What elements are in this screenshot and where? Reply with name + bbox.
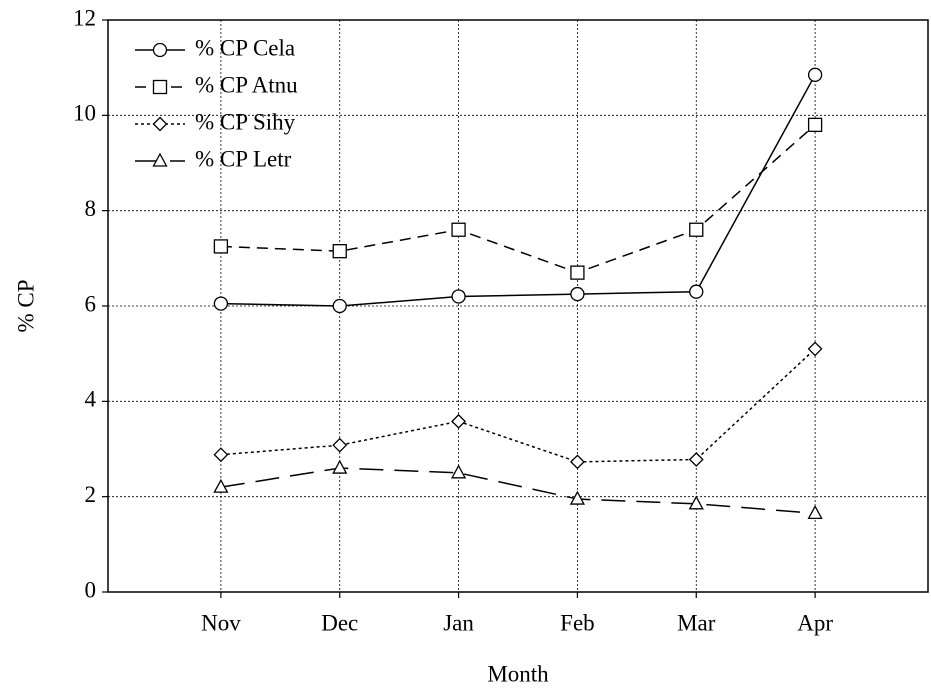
marker <box>213 478 229 493</box>
legend-marker <box>152 152 168 167</box>
x-tick-label: Mar <box>677 610 716 635</box>
y-tick-label: 8 <box>85 196 97 221</box>
y-tick-label: 10 <box>73 101 96 126</box>
marker <box>451 413 466 429</box>
marker <box>807 67 823 82</box>
marker <box>570 265 585 280</box>
marker <box>213 239 229 254</box>
y-tick-label: 0 <box>85 577 97 602</box>
legend-label: % CP Cela <box>195 35 295 60</box>
plot-frame <box>107 19 929 593</box>
marker <box>332 244 347 259</box>
marker <box>213 447 229 463</box>
marker <box>332 437 348 453</box>
legend-marker <box>152 42 168 58</box>
marker <box>807 504 823 519</box>
marker <box>807 117 823 133</box>
marker <box>570 286 585 302</box>
marker <box>688 495 704 510</box>
legend-marker <box>152 116 168 132</box>
y-axis-title: % CP <box>13 279 38 332</box>
marker <box>688 452 704 467</box>
series-line <box>220 124 816 274</box>
marker <box>570 454 585 470</box>
y-tick-label: 4 <box>85 387 97 412</box>
x-tick-label: Feb <box>560 610 595 635</box>
x-tick-label: Nov <box>201 610 241 635</box>
marker <box>213 296 229 311</box>
series-line <box>220 348 816 463</box>
marker <box>689 284 704 299</box>
series-line <box>220 467 816 515</box>
marker <box>450 464 467 479</box>
legend-label: % CP Letr <box>195 146 292 171</box>
y-tick-label: 12 <box>73 5 96 30</box>
x-tick-label: Dec <box>321 610 358 635</box>
y-tick-label: 6 <box>85 291 97 316</box>
x-tick-label: Jan <box>443 610 474 635</box>
legend-label: % CP Atnu <box>195 72 298 97</box>
x-axis-title: Month <box>487 661 549 686</box>
legend-marker <box>152 79 168 95</box>
series-line <box>220 74 816 307</box>
marker <box>451 289 466 304</box>
marker <box>451 222 466 237</box>
marker <box>569 490 586 505</box>
x-tick-label: Apr <box>797 610 833 635</box>
legend-label: % CP Sihy <box>195 109 296 134</box>
y-tick-label: 2 <box>85 482 97 507</box>
marker <box>332 459 348 474</box>
marker <box>689 222 704 237</box>
marker <box>807 341 823 357</box>
marker <box>332 298 347 314</box>
